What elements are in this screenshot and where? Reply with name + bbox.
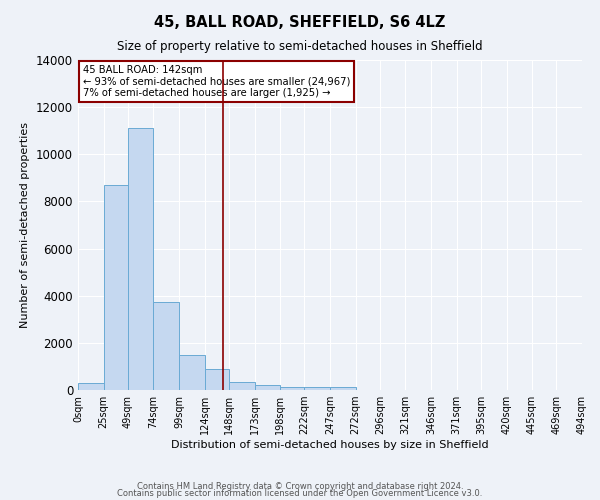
Text: Contains HM Land Registry data © Crown copyright and database right 2024.: Contains HM Land Registry data © Crown c… <box>137 482 463 491</box>
Bar <box>128 128 154 390</box>
Bar <box>104 185 128 390</box>
Bar <box>205 369 229 390</box>
Bar <box>330 387 356 390</box>
Y-axis label: Number of semi-detached properties: Number of semi-detached properties <box>20 122 31 328</box>
Bar <box>304 387 330 390</box>
Bar <box>229 382 254 390</box>
Bar <box>280 387 304 390</box>
Bar <box>254 386 280 390</box>
Bar <box>179 354 205 390</box>
X-axis label: Distribution of semi-detached houses by size in Sheffield: Distribution of semi-detached houses by … <box>171 440 489 450</box>
Text: 45, BALL ROAD, SHEFFIELD, S6 4LZ: 45, BALL ROAD, SHEFFIELD, S6 4LZ <box>154 15 446 30</box>
Text: 45 BALL ROAD: 142sqm
← 93% of semi-detached houses are smaller (24,967)
7% of se: 45 BALL ROAD: 142sqm ← 93% of semi-detac… <box>83 65 350 98</box>
Bar <box>78 383 104 390</box>
Text: Contains public sector information licensed under the Open Government Licence v3: Contains public sector information licen… <box>118 490 482 498</box>
Text: Size of property relative to semi-detached houses in Sheffield: Size of property relative to semi-detach… <box>117 40 483 53</box>
Bar <box>154 302 179 390</box>
